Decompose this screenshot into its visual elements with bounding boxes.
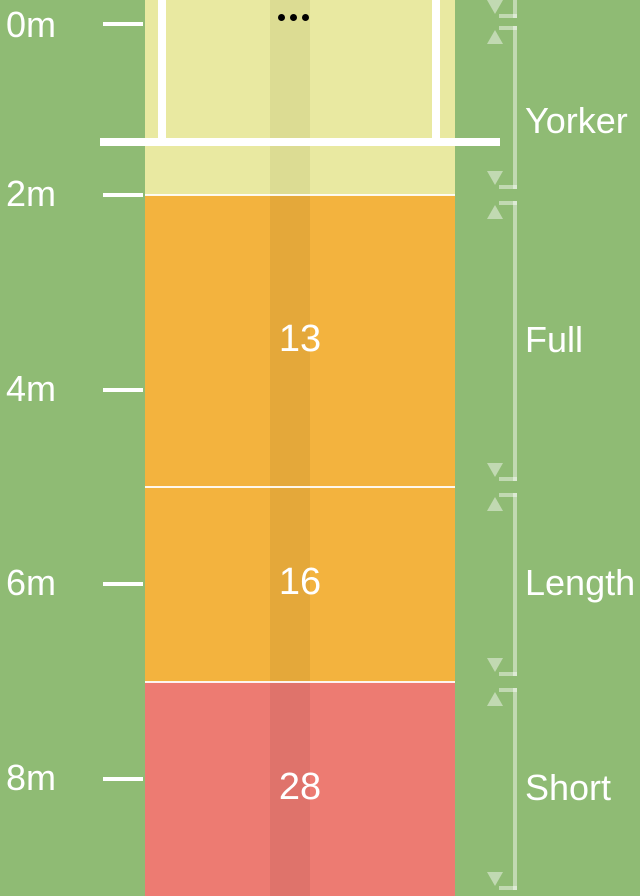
zone-label-full: Full xyxy=(525,319,583,361)
zone-divider xyxy=(145,486,455,488)
axis-label: 4m xyxy=(6,368,56,410)
axis-tick xyxy=(103,193,143,197)
axis-label: 0m xyxy=(6,4,56,46)
zone-label-short: Short xyxy=(525,767,611,809)
zone-value-length: 16 xyxy=(145,561,455,604)
axis-tick xyxy=(103,388,143,392)
zone-label-length: Length xyxy=(525,562,635,604)
zone-value-short: 28 xyxy=(145,766,455,809)
zone-value-full: 13 xyxy=(145,318,455,361)
zone-bracket-length xyxy=(497,493,517,676)
axis-label: 2m xyxy=(6,173,56,215)
return-crease-left xyxy=(158,0,166,146)
pitch-length-chart: 0m 2m 4m 6m 8m 13 16 28 Yorker Full Length Short xyxy=(0,0,640,896)
zone-bracket-full xyxy=(497,201,517,481)
zone-divider xyxy=(145,194,455,196)
axis-label: 6m xyxy=(6,562,56,604)
axis-tick xyxy=(103,22,143,26)
zone-bracket-yorker xyxy=(497,26,517,189)
axis-tick xyxy=(103,582,143,586)
zone-bracket-top-partial xyxy=(497,0,517,18)
axis-tick xyxy=(103,777,143,781)
return-crease-right xyxy=(432,0,440,146)
axis-label: 8m xyxy=(6,757,56,799)
zone-label-yorker: Yorker xyxy=(525,100,628,142)
zone-bracket-short xyxy=(497,688,517,890)
stumps-icon xyxy=(278,14,309,21)
zone-divider xyxy=(145,681,455,683)
